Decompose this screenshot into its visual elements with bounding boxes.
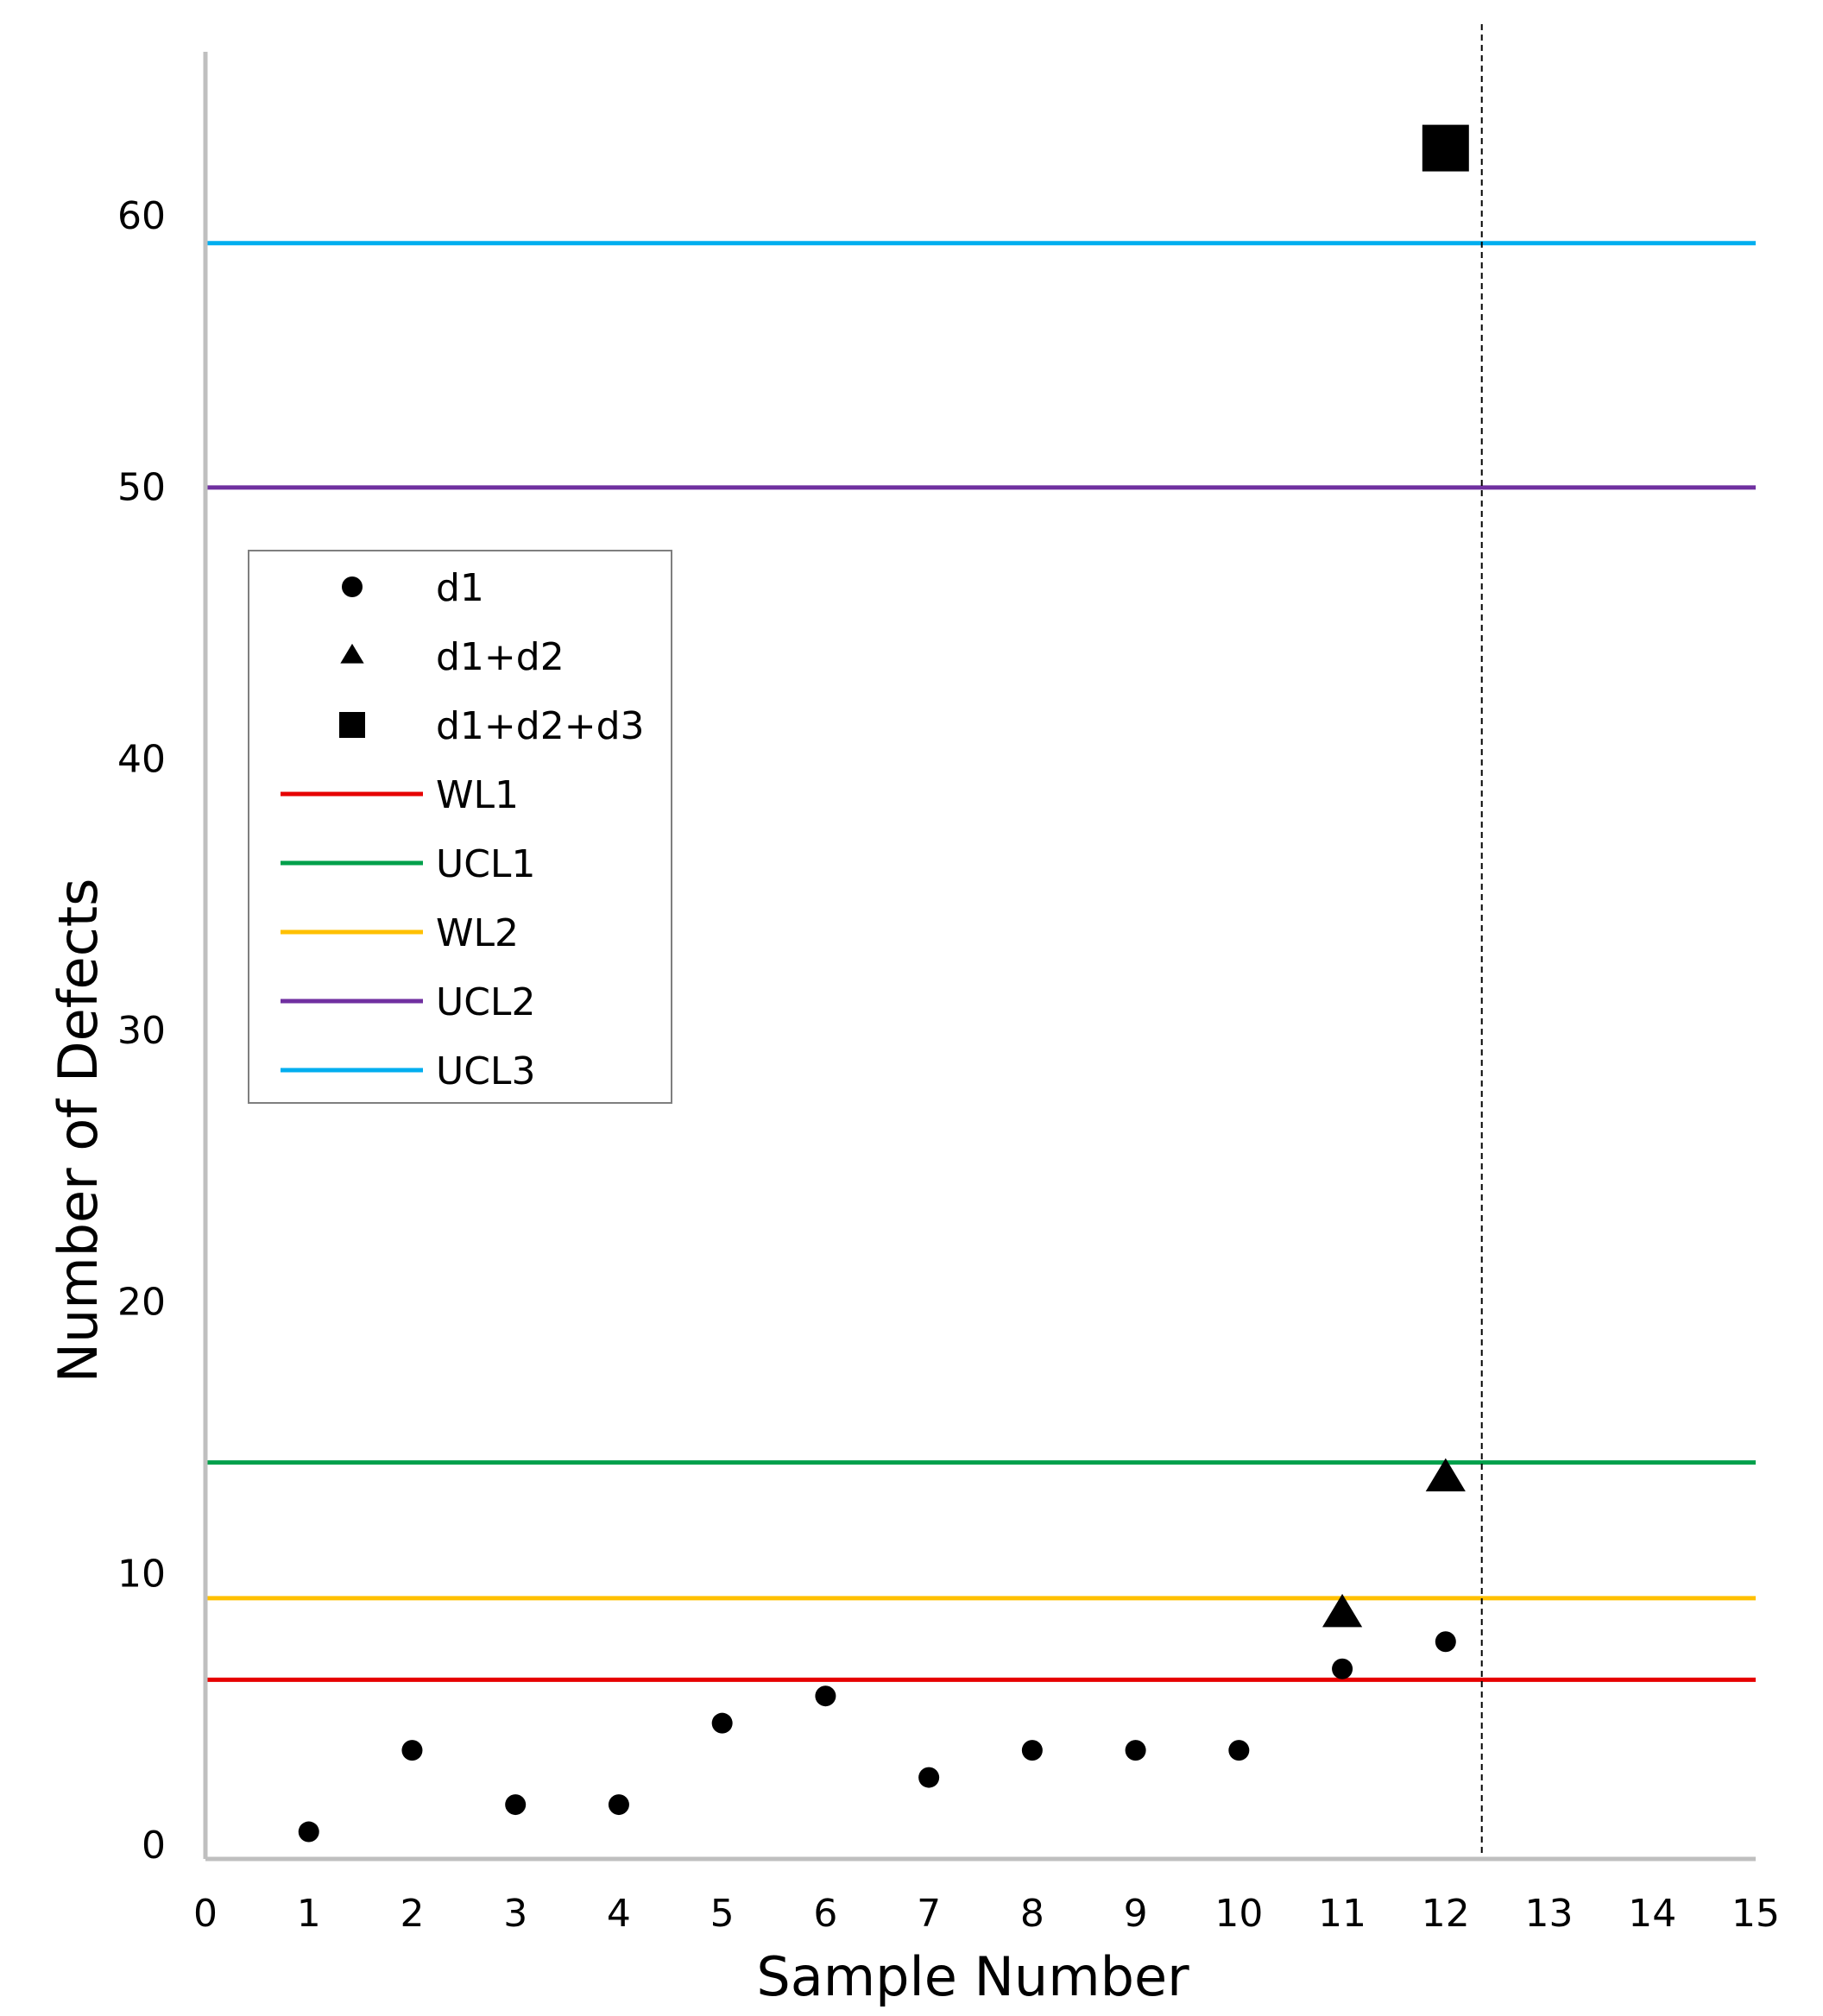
legend-label: WL1	[436, 773, 519, 817]
y-tick-label: 60	[117, 194, 166, 238]
data-point-circle	[1332, 1658, 1353, 1679]
data-point-circle	[505, 1794, 527, 1816]
x-tick-label: 15	[1732, 1892, 1780, 1936]
x-tick-label: 7	[917, 1892, 941, 1936]
x-tick-label: 5	[710, 1892, 735, 1936]
x-tick-label: 12	[1422, 1892, 1470, 1936]
legend-label: UCL2	[436, 980, 535, 1024]
x-tick-label: 13	[1525, 1892, 1574, 1936]
data-point-circle	[1125, 1740, 1146, 1761]
x-tick-label: 14	[1628, 1892, 1676, 1936]
data-point-triangle	[1425, 1458, 1466, 1492]
data-point-circle	[298, 1821, 319, 1843]
legend-label: d1	[436, 566, 484, 610]
x-tick-label: 10	[1214, 1892, 1263, 1936]
y-tick-label: 30	[117, 1009, 166, 1053]
legend-label: UCL1	[436, 842, 535, 886]
y-tick-label: 20	[117, 1281, 166, 1325]
data-point-square	[1422, 124, 1469, 172]
data-point-circle	[608, 1794, 629, 1816]
legend-marker-circle	[342, 576, 363, 597]
x-tick-label: 6	[813, 1892, 837, 1936]
reference-lines	[205, 241, 1756, 1682]
x-tick-label: 1	[297, 1892, 321, 1936]
x-axis-title: Sample Number	[756, 1945, 1189, 2008]
x-tick-label: 0	[193, 1892, 218, 1936]
y-tick-label: 50	[117, 466, 166, 510]
data-point-triangle	[1322, 1593, 1363, 1628]
data-point-circle	[1021, 1740, 1043, 1761]
y-axis-title: Number of Defects	[47, 879, 110, 1383]
data-point-circle	[815, 1685, 836, 1707]
legend-label: d1+d2+d3	[436, 704, 645, 748]
x-tick-label: 4	[607, 1892, 631, 1936]
x-tick-label: 2	[400, 1892, 424, 1936]
x-tick-labels: 0 1 2 3 4 5 6 7 8 9 10 11 12 13 14 15	[193, 1892, 1780, 1936]
legend: d1 d1+d2 d1+d2+d3 WL1 UCL1 WL2 UCL2 UCL3	[248, 550, 672, 1104]
legend-label: d1+d2	[436, 635, 565, 679]
x-tick-label: 3	[503, 1892, 527, 1936]
legend-box	[248, 550, 672, 1104]
legend-marker-square	[339, 712, 365, 738]
data-point-circle	[918, 1767, 940, 1788]
x-tick-label: 9	[1124, 1892, 1148, 1936]
y-tick-label: 40	[117, 737, 166, 781]
axes	[203, 52, 1756, 1862]
data-point-circle	[1228, 1740, 1250, 1761]
legend-label: UCL3	[436, 1049, 535, 1093]
data-point-circle	[1435, 1631, 1456, 1653]
data-point-circle	[711, 1712, 733, 1734]
y-tick-label: 10	[117, 1552, 166, 1596]
data-point-circle	[401, 1740, 423, 1761]
y-tick-label: 0	[142, 1824, 166, 1868]
data-markers	[298, 124, 1469, 1843]
x-tick-label: 11	[1318, 1892, 1366, 1936]
legend-marker-triangle	[340, 643, 364, 664]
y-tick-labels: 0 10 20 30 40 50 60	[117, 194, 166, 1868]
x-tick-label: 8	[1020, 1892, 1044, 1936]
legend-label: WL2	[436, 911, 519, 955]
